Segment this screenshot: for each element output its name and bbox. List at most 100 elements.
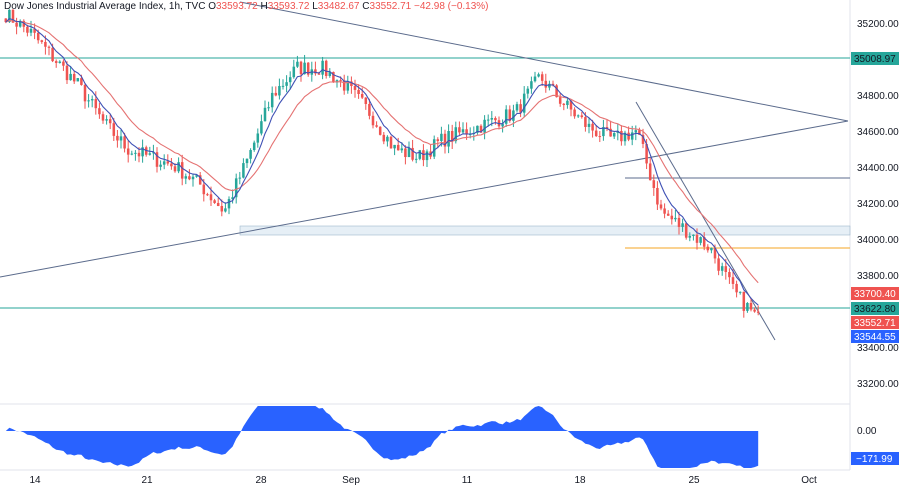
candle-body <box>339 80 342 82</box>
price-label-resistance <box>851 52 899 65</box>
candle-body <box>746 302 749 311</box>
candle-body <box>177 162 180 172</box>
candle-body <box>753 309 756 312</box>
ema-fast-line <box>5 17 759 306</box>
candle-body <box>306 62 310 75</box>
candle-body <box>4 18 8 23</box>
candle-body <box>393 144 396 149</box>
candle-body <box>508 109 512 121</box>
candle-body <box>591 123 594 131</box>
oscillator-zero-tick: 0.00 <box>857 426 877 437</box>
candle-body <box>450 131 454 142</box>
candle-body <box>123 136 126 149</box>
candle-body <box>504 109 508 124</box>
candle-body <box>458 127 461 133</box>
candle-body <box>443 133 447 147</box>
candle-body <box>209 194 213 201</box>
candles <box>4 9 760 318</box>
candle-body <box>98 108 101 115</box>
candle-body <box>490 118 494 120</box>
price-label-support-text: 33622.80 <box>854 304 896 315</box>
candle-body <box>314 69 317 74</box>
candle-body <box>303 62 306 75</box>
candle-body <box>36 32 40 41</box>
candle-body <box>76 78 80 82</box>
price-label-support <box>851 302 899 315</box>
candle-body <box>278 86 281 96</box>
candle-body <box>670 215 674 220</box>
candle-body <box>663 208 666 214</box>
candle-body <box>544 80 548 88</box>
price-label-ema-fast <box>851 330 899 343</box>
candle-body <box>573 109 576 117</box>
y-tick: 34800.00 <box>857 91 899 102</box>
change-value: −42.98 (−0.13%) <box>414 1 489 12</box>
candle-body <box>69 73 72 81</box>
candle-body <box>681 223 684 227</box>
candle-body <box>425 151 429 161</box>
high-label: H <box>260 1 268 12</box>
ema-slow-line <box>5 20 759 284</box>
candle-body <box>72 73 76 82</box>
candle-body <box>638 130 641 135</box>
candle-body <box>530 81 533 89</box>
oscillator-last-label <box>851 452 899 465</box>
price-label-ema-slow <box>851 287 899 300</box>
candle-body <box>623 132 627 142</box>
candle-body <box>296 61 299 67</box>
candle-body <box>706 246 710 251</box>
candle-body <box>126 148 130 155</box>
candle-body <box>566 100 569 106</box>
candle-body <box>634 130 638 133</box>
candle-body <box>414 158 418 160</box>
candle-body <box>292 66 296 78</box>
candle-body <box>285 82 288 86</box>
open-label: O <box>208 1 216 12</box>
candle-body <box>717 258 720 271</box>
candle-body <box>159 164 162 167</box>
candle-body <box>220 206 224 212</box>
candle-body <box>461 129 465 133</box>
candle-body <box>533 76 537 82</box>
candle-body <box>576 115 580 117</box>
candle-body <box>735 283 738 293</box>
candle-body <box>155 152 159 167</box>
candle-body <box>756 311 760 313</box>
y-tick: 34200.00 <box>857 199 899 210</box>
candle-body <box>422 150 425 161</box>
candle-body <box>332 71 335 83</box>
candle-body <box>299 61 303 75</box>
candle-body <box>375 125 378 127</box>
candle-body <box>688 235 692 238</box>
candle-body <box>598 136 602 138</box>
symbol-title: Dow Jones Industrial Average Index, 1h, … <box>4 1 206 12</box>
candle-body <box>18 20 22 27</box>
candle-body <box>512 110 515 121</box>
candle-body <box>80 78 83 85</box>
candle-body <box>184 176 188 179</box>
candle-body <box>609 128 612 137</box>
candle-body <box>65 65 69 81</box>
candle-body <box>51 47 54 62</box>
candle-body <box>317 73 321 75</box>
candle-body <box>191 176 195 180</box>
candle-body <box>166 161 170 164</box>
candle-body <box>256 133 260 143</box>
y-tick: 34400.00 <box>857 163 899 174</box>
candle-body <box>584 117 587 127</box>
ascending-trendline <box>0 120 849 278</box>
candle-body <box>90 99 94 101</box>
x-tick: Oct <box>801 475 817 486</box>
candle-body <box>119 136 123 141</box>
candle-body <box>105 119 108 121</box>
x-tick: 25 <box>688 475 700 486</box>
high-value: 33593.72 <box>267 1 310 12</box>
candle-body <box>134 152 137 154</box>
open-value: 33593.72 <box>215 1 258 12</box>
candle-body <box>648 163 652 181</box>
oscillator-last-text: −171.99 <box>856 454 893 465</box>
candle-body <box>562 103 566 106</box>
candle-body <box>465 129 468 135</box>
candle-body <box>483 119 486 133</box>
